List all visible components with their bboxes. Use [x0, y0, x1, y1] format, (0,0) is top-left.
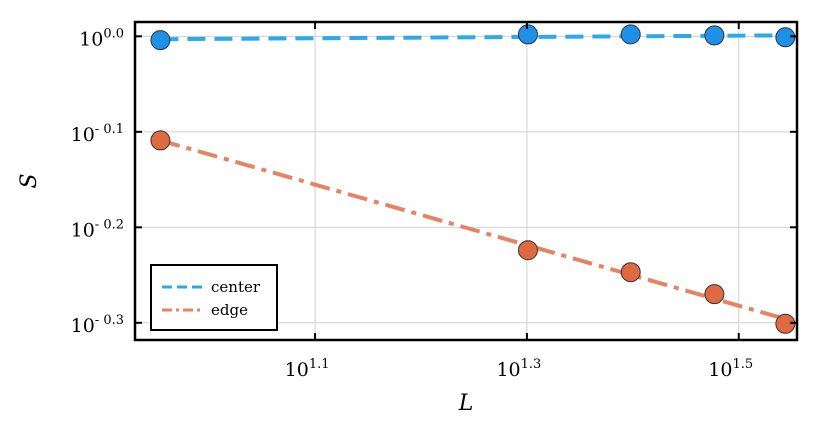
legend-label-center: center: [211, 278, 261, 296]
point-edge: [517, 240, 538, 261]
point-edge: [150, 130, 171, 151]
data-points: [150, 24, 796, 334]
fit-line-edge: [159, 138, 786, 321]
point-center: [517, 24, 538, 45]
y-tick-label: 10- 0.1: [71, 122, 124, 146]
x-tick-label: 101.3: [496, 357, 541, 381]
x-tick-label: 101.1: [285, 357, 330, 381]
point-edge: [620, 262, 641, 283]
legend-label-edge: edge: [211, 301, 248, 319]
point-center: [150, 30, 171, 51]
y-tick-label: 10- 0.2: [71, 217, 124, 241]
axis-ticks: 101.1 101.3 101.5 100.0 10- 0.1 10- 0.2 10- 0.…: [71, 22, 797, 381]
y-tick-label: 100.0: [79, 26, 124, 50]
legend-box: [150, 264, 278, 331]
fit-lines: [159, 33, 786, 321]
x-tick-label: 101.5: [708, 357, 753, 381]
x-axis-label: L: [458, 391, 474, 416]
point-center: [704, 25, 725, 46]
plot-frame: [133, 20, 799, 342]
y-tick-label: 10- 0.3: [71, 313, 124, 337]
point-edge: [704, 284, 725, 305]
point-center: [620, 24, 641, 45]
fit-line-center: [160, 33, 786, 42]
legend: center edge: [150, 264, 278, 331]
y-axis-label: S: [17, 173, 42, 188]
